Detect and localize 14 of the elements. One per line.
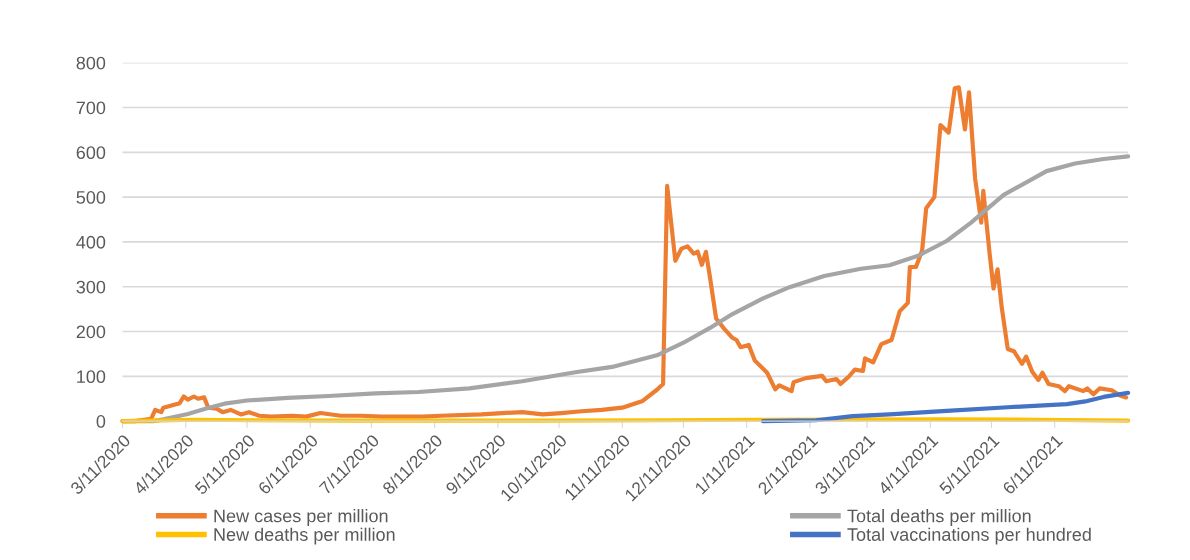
y-tick-label: 500 <box>76 191 106 204</box>
y-tick-label: 0 <box>96 415 106 428</box>
y-tick-label: 200 <box>76 325 106 339</box>
line-series <box>760 390 1131 424</box>
legend-label: New deaths per million <box>214 527 395 545</box>
legend-label: New cases per million <box>214 509 388 526</box>
legend-label: Total vaccinations per hundred <box>847 527 1091 545</box>
y-tick-label: 700 <box>76 101 106 115</box>
y-tick-label: 300 <box>76 280 106 294</box>
legend-label: Total deaths per million <box>847 509 1031 526</box>
y-tick-label: 600 <box>76 146 106 160</box>
y-tick-label: 100 <box>77 370 106 384</box>
y-tick-label: 400 <box>76 235 106 249</box>
y-tick-label: 800 <box>76 56 106 70</box>
